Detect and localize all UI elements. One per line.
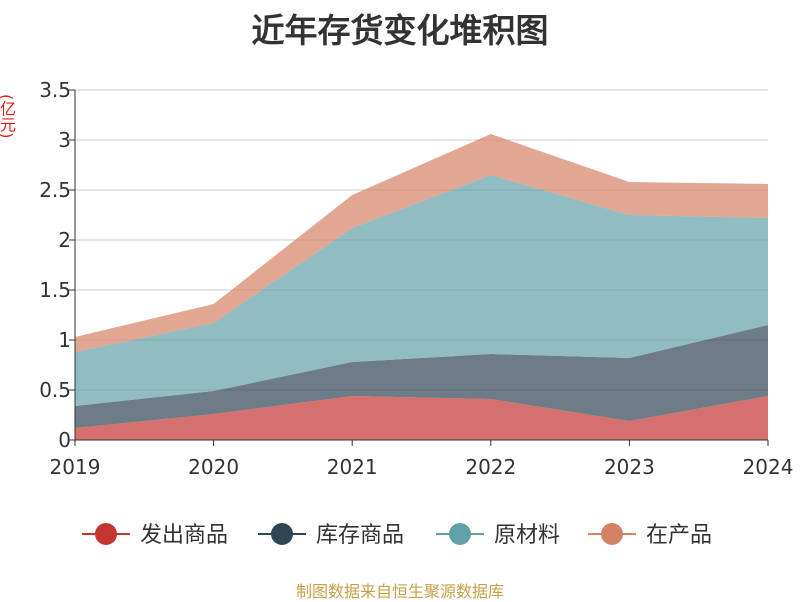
y-tick-label: 0	[58, 428, 71, 452]
legend-label: 原材料	[494, 523, 560, 548]
legend-marker	[271, 523, 293, 545]
legend-marker	[95, 523, 117, 545]
area-series	[75, 396, 768, 440]
area-series	[75, 134, 768, 352]
legend-item[interactable]: 在产品	[588, 523, 712, 548]
area-series	[75, 175, 768, 406]
legend-label: 库存商品	[316, 523, 404, 548]
x-tick-label: 2024	[743, 455, 794, 479]
x-tick-label: 2022	[465, 455, 516, 479]
legend-item[interactable]: 原材料	[436, 523, 560, 548]
x-tick-label: 2019	[50, 455, 101, 479]
y-tick-label: 1	[58, 328, 71, 352]
legend[interactable]: 发出商品 库存商品 原材料 在产品	[82, 523, 712, 548]
y-tick-label: 0.5	[39, 378, 71, 402]
legend-marker	[449, 523, 471, 545]
legend-marker	[601, 523, 623, 545]
chart-title: 近年存货变化堆积图	[251, 11, 549, 50]
y-tick-label: 1.5	[39, 278, 71, 302]
area-series	[75, 325, 768, 428]
y-axis-unit-label: (亿元)	[0, 94, 16, 139]
axes: 0 0.5 1 1.5 2 2.5 3 3.5 2019 2020 2021 2022 2023 2024	[39, 78, 793, 479]
legend-label: 在产品	[646, 523, 712, 548]
legend-item[interactable]: 发出商品	[82, 523, 228, 548]
legend-item[interactable]: 库存商品	[258, 523, 404, 548]
y-tick-label: 2	[58, 228, 71, 252]
data-source-note: 制图数据来自恒生聚源数据库	[295, 582, 504, 601]
area-series-layer	[75, 134, 768, 440]
y-tick-label: 3.5	[39, 78, 71, 102]
y-tick-label: 2.5	[39, 178, 71, 202]
x-tick-label: 2020	[188, 455, 239, 479]
x-tick-label: 2021	[327, 455, 378, 479]
x-tick-label: 2023	[604, 455, 655, 479]
y-tick-label: 3	[58, 128, 71, 152]
legend-label: 发出商品	[140, 523, 228, 548]
